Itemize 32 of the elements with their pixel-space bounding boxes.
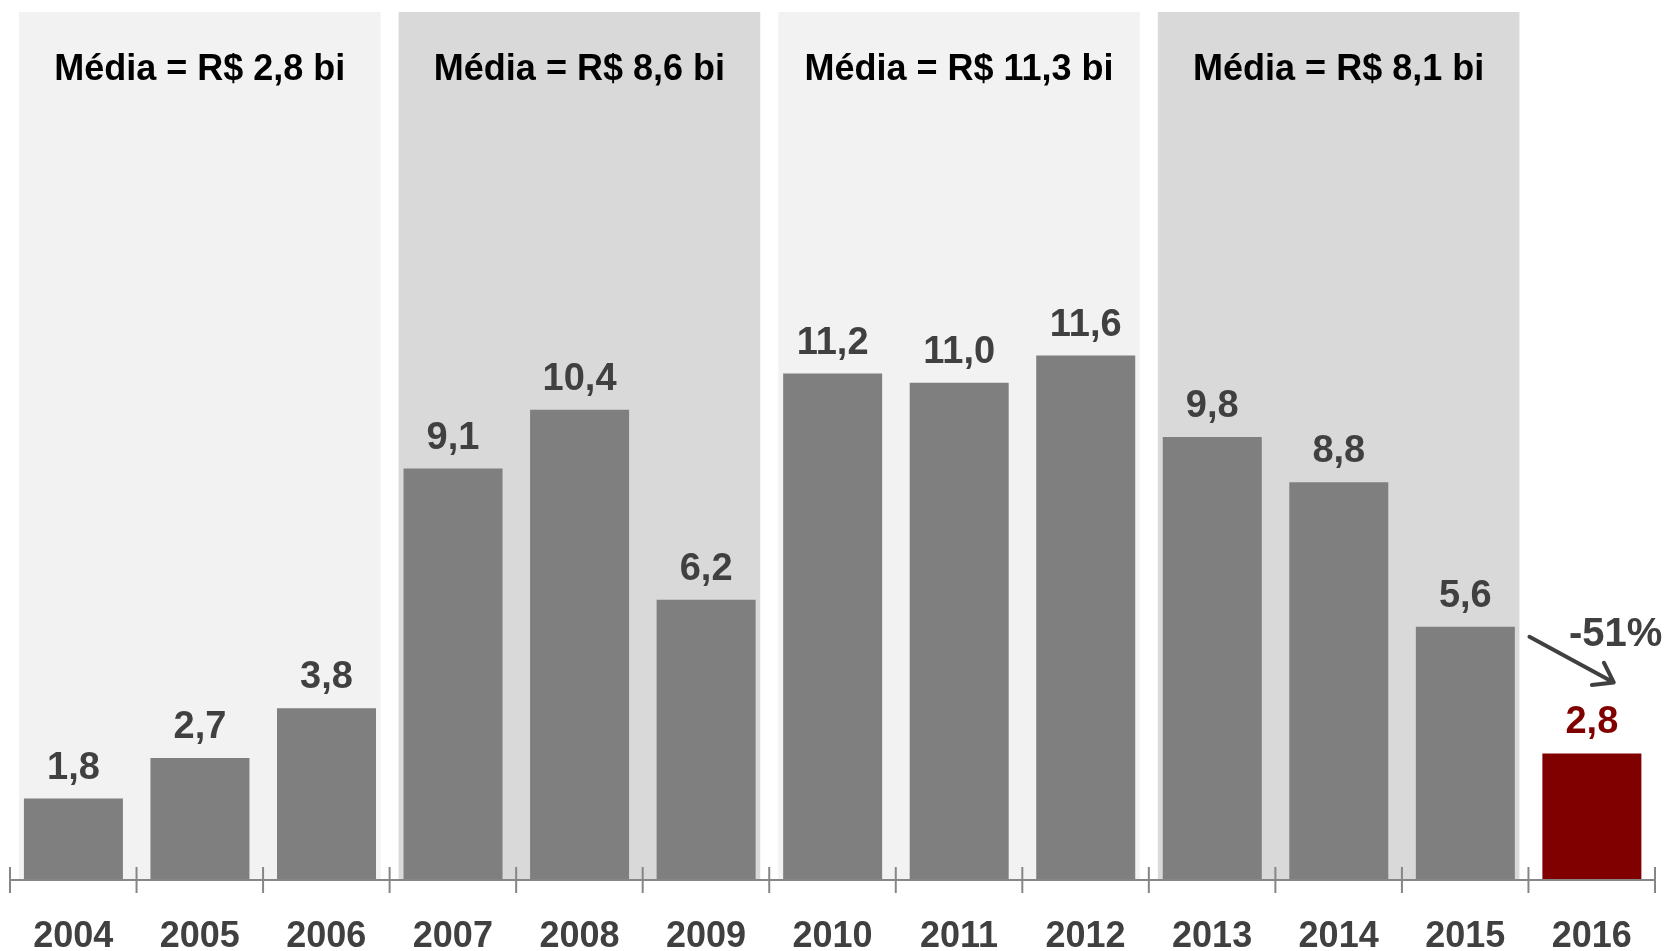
x-tick-label: 2012 [1045,913,1126,951]
data-label: 1,8 [47,744,100,787]
data-label: 11,0 [923,328,996,371]
data-label: 11,6 [1049,301,1122,344]
band-label: Média = R$ 11,3 bi [804,47,1114,88]
data-label: 2,7 [173,703,227,746]
x-tick-label: 2013 [1172,913,1253,951]
x-tick-label: 2014 [1298,913,1379,951]
x-tick-label: 2006 [286,913,367,951]
x-tick-label: 2015 [1425,913,1506,951]
x-tick-label: 2011 [919,913,999,951]
data-label: 6,2 [679,545,733,588]
x-tick-label: 2010 [792,913,873,951]
x-tick-label: 2007 [412,913,493,951]
x-tick-label: 2008 [539,913,620,951]
data-label: 3,8 [300,654,353,697]
data-label: 5,6 [1438,572,1492,615]
data-label: 10,4 [542,355,617,398]
x-tick-label: 2005 [159,913,240,951]
band-label: Média = R$ 2,8 bi [54,47,346,88]
annotation: -51% [1569,609,1663,654]
bar [1542,753,1642,880]
band-label: Média = R$ 8,6 bi [433,47,725,88]
x-tick-label: 2004 [33,913,114,951]
data-label: 9,1 [426,414,480,457]
band-label: Média = R$ 8,1 bi [1193,47,1485,88]
x-tick-label: 2009 [665,913,747,951]
data-label: 8,8 [1312,428,1366,471]
x-tick-label: 2016 [1551,913,1632,951]
data-label: 2,8 [1565,699,1619,742]
data-label: 9,8 [1185,382,1239,425]
data-label: 11,2 [796,319,869,362]
